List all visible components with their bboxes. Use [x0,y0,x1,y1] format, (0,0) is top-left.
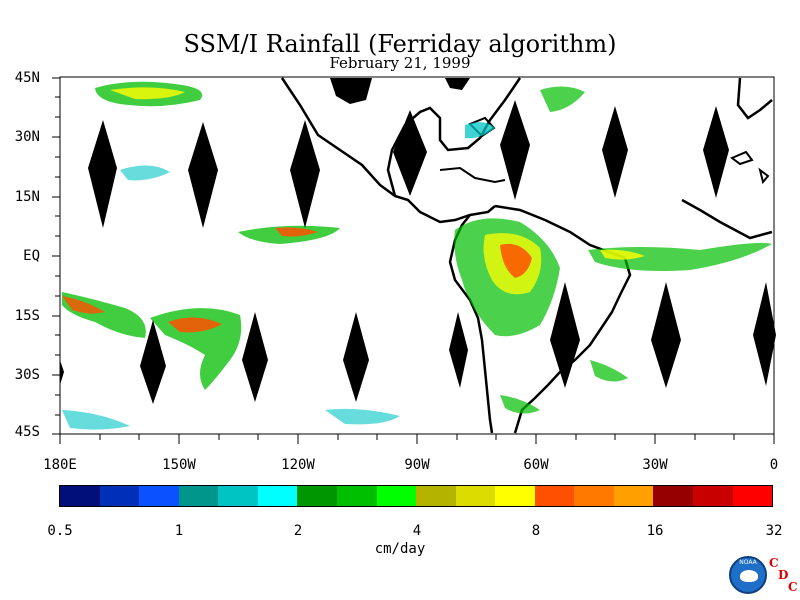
colorbar-label-1: 1 [174,523,184,539]
minor-ticks [55,96,735,440]
colorbar-swatch-1 [99,486,140,506]
colorbar-swatch-0 [60,486,100,506]
colorbar-swatch-5 [257,486,298,506]
lat-label-45s: 45S [14,424,40,440]
cdc-letter-c2: C [788,580,798,594]
colorbar-swatch-14 [613,486,654,506]
rainfall-map [52,76,776,444]
map-date: February 21, 1999 [329,54,471,72]
map-title: SSM/I Rainfall (Ferriday algorithm) [183,30,617,58]
colorbar [59,485,773,507]
lon-label-150w: 150W [162,457,196,473]
major-ticks [52,77,775,444]
lon-label-60w: 60W [523,457,549,473]
lon-label-0: 0 [769,457,779,473]
lat-label-45n: 45N [14,70,40,86]
colorbar-label-8: 8 [531,523,541,539]
rain-areas [62,81,772,430]
colorbar-units: cm/day [374,541,426,557]
colorbar-label-0-5: 0.5 [47,523,73,539]
colorbar-label-2: 2 [293,523,303,539]
colorbar-swatch-2 [139,486,179,506]
lon-label-180e: 180E [43,457,77,473]
colorbar-swatch-6 [297,486,337,506]
colorbar-swatch-12 [534,486,575,506]
no-data-swaths [60,100,776,404]
lat-label-30s: 30S [14,367,40,383]
lat-label-eq: EQ [23,248,40,264]
lat-label-30n: 30N [14,129,40,145]
lon-label-90w: 90W [404,457,430,473]
colorbar-swatch-17 [732,486,773,506]
colorbar-swatch-8 [376,486,417,506]
lat-label-15s: 15S [14,308,40,324]
colorbar-swatch-11 [495,486,535,506]
colorbar-swatch-7 [336,486,377,506]
colorbar-swatch-10 [455,486,496,506]
colorbar-label-16: 16 [646,523,664,539]
cdc-letter-c1: C [769,556,779,570]
colorbar-swatch-16 [693,486,733,506]
noaa-logo-text: NOAA [739,559,757,566]
lon-label-30w: 30W [642,457,668,473]
colorbar-swatch-4 [218,486,258,506]
colorbar-label-4: 4 [412,523,422,539]
colorbar-label-32: 32 [765,523,783,539]
land-masses [330,78,470,104]
lon-label-120w: 120W [281,457,315,473]
lat-label-15n: 15N [14,189,40,205]
colorbar-swatch-3 [178,486,219,506]
colorbar-swatch-9 [416,486,456,506]
noaa-logo [729,556,767,594]
colorbar-swatch-15 [653,486,693,506]
colorbar-swatch-13 [574,486,614,506]
cdc-letter-d: D [778,568,789,582]
